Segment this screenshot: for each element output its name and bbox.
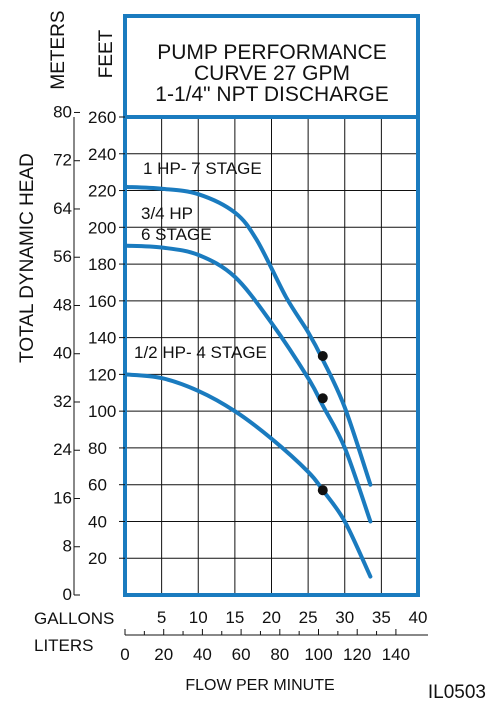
meter-tick-label: 56 bbox=[53, 247, 72, 266]
marker-series-1 bbox=[317, 351, 328, 361]
feet-tick-label: 40 bbox=[88, 512, 107, 531]
figure-code: IL0503 bbox=[427, 682, 486, 703]
chart-frame bbox=[73, 14, 420, 597]
feet-tick-label: 20 bbox=[88, 549, 107, 568]
gallon-tick-label: 10 bbox=[189, 608, 208, 627]
gallon-tick-label: 30 bbox=[335, 608, 354, 627]
series-label-3-4hp-line2: 6 STAGE bbox=[141, 225, 212, 244]
feet-tick-label: 260 bbox=[88, 108, 116, 127]
x-axis-label: FLOW PER MINUTE bbox=[185, 677, 334, 694]
y-tick-labels: 2602402202001801601401201008060402080726… bbox=[53, 102, 125, 604]
feet-tick-label: 200 bbox=[88, 218, 116, 237]
liter-tick-label: 40 bbox=[193, 645, 212, 664]
meter-tick-label: 32 bbox=[53, 392, 72, 411]
series-label-half-hp: 1/2 HP- 4 STAGE bbox=[134, 343, 267, 362]
chart-title: PUMP PERFORMANCE CURVE 27 GPM 1-1/4" NPT… bbox=[155, 41, 388, 106]
liter-tick-label: 0 bbox=[120, 645, 129, 664]
gallons-axis-title: GALLONS bbox=[34, 609, 114, 628]
feet-tick-label: 60 bbox=[88, 476, 107, 495]
feet-tick-label: 140 bbox=[88, 329, 116, 348]
y-axis-label: TOTAL DYNAMIC HEAD bbox=[17, 153, 38, 363]
feet-tick-label: 220 bbox=[88, 182, 116, 201]
liter-tick-label: 20 bbox=[154, 645, 173, 664]
series-label-3-4hp-line1: 3/4 HP bbox=[141, 204, 193, 223]
curve-series-1 bbox=[123, 184, 373, 487]
curve-series-3 bbox=[123, 372, 373, 579]
x-tick-labels: 5 10 15 20 25 30 35 40 0 20 40 60 80 100 120 140 bbox=[120, 608, 428, 664]
gallon-tick-label: 20 bbox=[262, 608, 281, 627]
meter-tick-label: 0 bbox=[63, 585, 72, 604]
liter-tick-label: 140 bbox=[382, 645, 410, 664]
feet-tick-label: 240 bbox=[88, 145, 116, 164]
meter-tick-label: 16 bbox=[53, 488, 72, 507]
meter-tick-label: 48 bbox=[53, 295, 72, 314]
grid-lines bbox=[125, 117, 418, 595]
meter-tick-label: 72 bbox=[53, 151, 72, 170]
meter-tick-label: 24 bbox=[53, 440, 72, 459]
gallon-tick-label: 15 bbox=[225, 608, 244, 627]
liter-tick-label: 60 bbox=[232, 645, 251, 664]
feet-tick-label: 160 bbox=[88, 292, 116, 311]
series-label-1hp: 1 HP- 7 STAGE bbox=[143, 159, 262, 178]
meter-tick-label: 64 bbox=[53, 199, 72, 218]
meter-tick-label: 80 bbox=[53, 102, 72, 121]
liters-axis-title: LITERS bbox=[34, 636, 94, 655]
marker-series-3 bbox=[317, 485, 328, 496]
title-line-3: 1-1/4" NPT DISCHARGE bbox=[155, 83, 388, 106]
feet-tick-label: 180 bbox=[88, 255, 116, 274]
gallon-tick-label: 25 bbox=[299, 608, 318, 627]
performance-curves bbox=[123, 184, 373, 579]
gallon-tick-label: 40 bbox=[409, 608, 428, 627]
frame-border bbox=[123, 14, 420, 597]
gallon-tick-label: 35 bbox=[372, 608, 391, 627]
title-line-1: PUMP PERFORMANCE bbox=[157, 41, 386, 64]
title-line-2: CURVE 27 GPM bbox=[194, 62, 350, 85]
series-labels: 1 HP- 7 STAGE 3/4 HP 6 STAGE 1/2 HP- 4 S… bbox=[134, 159, 267, 362]
feet-axis-title: FEET bbox=[96, 29, 117, 78]
meter-tick-label: 40 bbox=[53, 344, 72, 363]
feet-tick-label: 80 bbox=[88, 439, 107, 458]
meters-axis-title: METERS bbox=[48, 10, 69, 89]
liter-tick-label: 100 bbox=[304, 645, 332, 664]
liter-tick-label: 80 bbox=[270, 645, 289, 664]
meter-tick-label: 8 bbox=[63, 537, 72, 556]
gallon-tick-label: 5 bbox=[157, 608, 166, 627]
marker-series-2 bbox=[317, 393, 328, 404]
feet-tick-label: 100 bbox=[88, 402, 116, 421]
curve-series-2 bbox=[123, 243, 373, 524]
liter-tick-label: 120 bbox=[343, 645, 371, 664]
feet-tick-label: 120 bbox=[88, 365, 116, 384]
curve-markers bbox=[317, 351, 328, 496]
